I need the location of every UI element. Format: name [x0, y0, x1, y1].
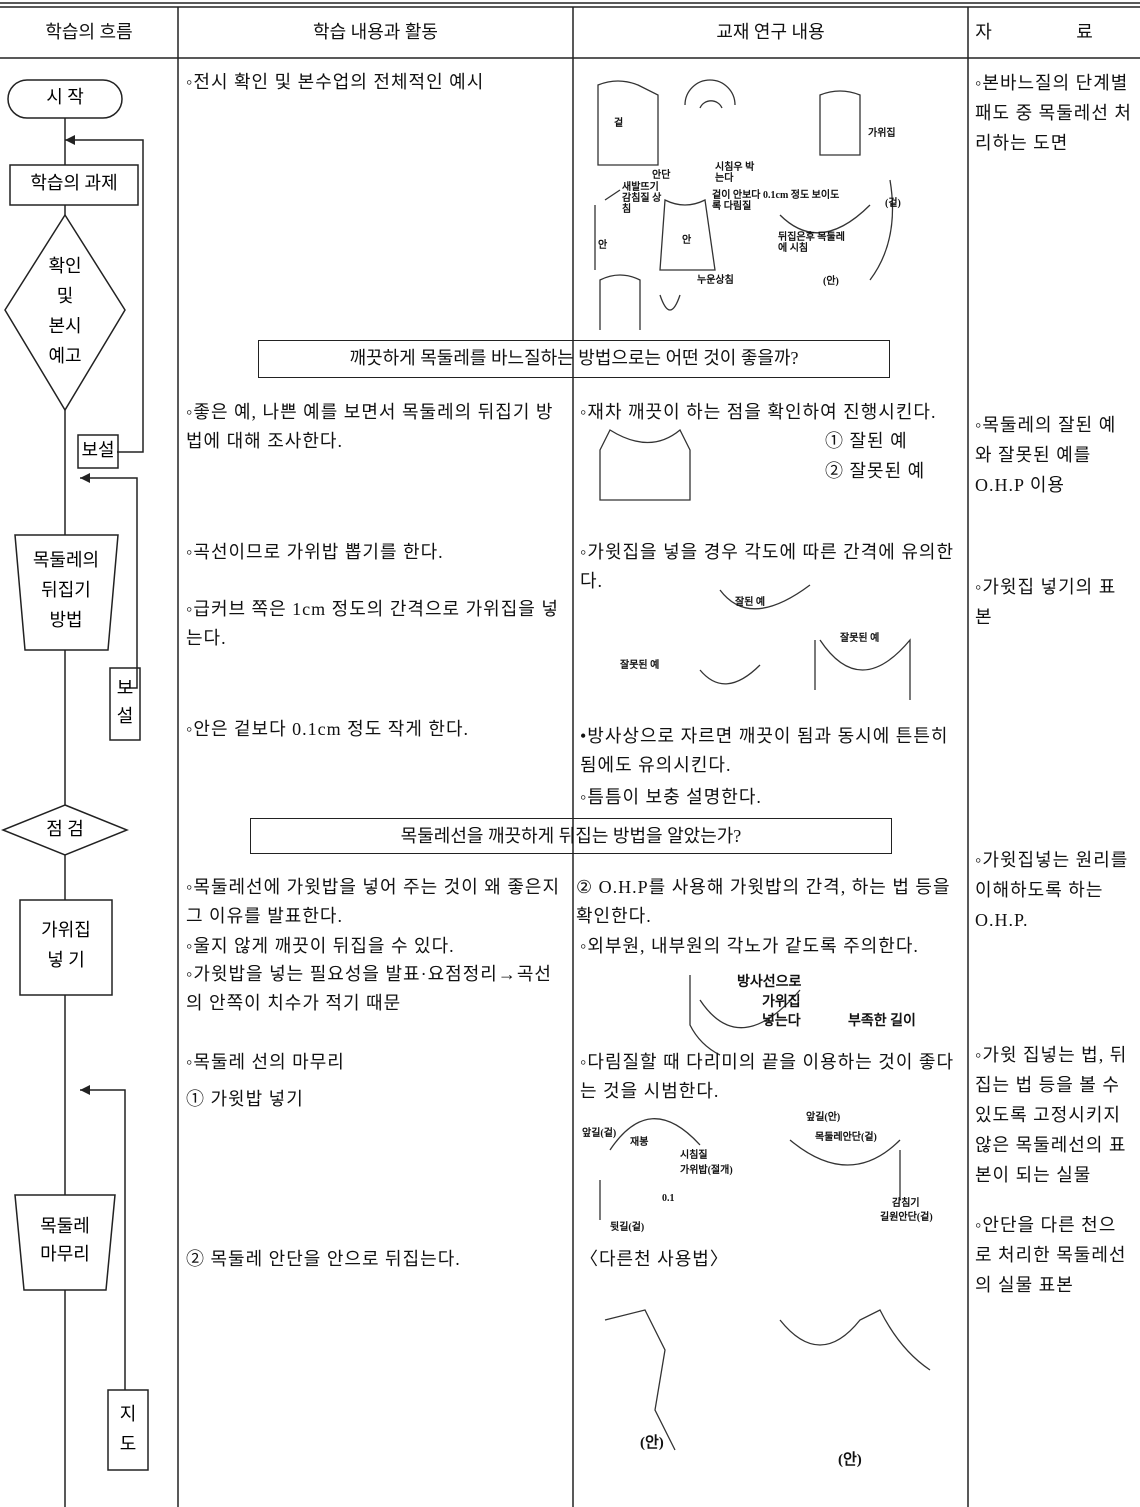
figure-label: 감침기 — [892, 1198, 920, 1209]
figure-label: 재봉 — [630, 1137, 649, 1148]
figure-label: 안 — [598, 240, 608, 251]
activity: ◦좋은 예, 나쁜 예를 보면서 목둘레의 뒤집기 방법에 대해 조사한다. — [186, 402, 554, 451]
flow-supplement: 설 — [117, 706, 134, 726]
figure-label: 가위집 — [868, 128, 896, 139]
flow-supplement: 보설 — [81, 440, 114, 460]
research: ◦재차 깨끗이 하는 점을 확인하여 진행시킨다. — [580, 402, 937, 422]
figure-label: 잘된 예 — [735, 597, 766, 608]
figure-label: 안단 — [652, 170, 671, 181]
header-cell: 자 료 — [975, 22, 1133, 42]
figure-label: 앞길(겉) — [582, 1128, 617, 1139]
question: 목둘레선을 깨끗하게 뒤집는 방법을 알았는가? — [250, 818, 892, 854]
material: ◦목둘레의 잘된 예와 잘못된 예를 O.H.P 이용 — [975, 415, 1117, 495]
material: ◦안단을 다른 천으로 처리한 목둘레선의 실물 표본 — [975, 1215, 1127, 1295]
figure-label: (안) — [640, 1435, 664, 1451]
flow-method: 목둘레의 — [33, 550, 99, 570]
sketches — [594, 79, 931, 1451]
research: ◦가윗집을 넣을 경우 각도에 따른 간격에 유의한다. — [580, 542, 955, 591]
flow-finish: 목둘레 — [40, 1216, 90, 1236]
material: ◦가윗 집넣는 법, 뒤집는 법 등을 볼 수 있도록 고정시키지 않은 목둘레… — [975, 1045, 1128, 1185]
header-cell: 학습의 흐름 — [45, 22, 133, 42]
figure-label: (안) — [838, 1452, 862, 1468]
figure-label: 잘못된 예 — [620, 660, 660, 671]
activity: ◦목둘레 선의 마무리 — [186, 1052, 345, 1072]
flow-preview: 확인 — [48, 256, 81, 276]
figure-label: 겉이 안보다 0.1cm 정도 보이도록 다림질 — [712, 190, 840, 212]
figure-label: 잘못된 예 — [840, 633, 880, 644]
figure-label: 누운상침 — [697, 275, 734, 286]
flow-finish: 마무리 — [40, 1244, 90, 1264]
figure-label: 넣는다 — [762, 1014, 801, 1029]
figure-label: 시침질 — [680, 1150, 708, 1161]
activity: ① 가윗밥 넣기 — [186, 1089, 304, 1109]
figure-label: 새발뜨기 감침질 상침 — [622, 182, 662, 215]
material: ◦본바느질의 단계별 패도 중 목둘레선 처리하는 도면 — [975, 73, 1132, 153]
research: ② 잘못된 예 — [825, 461, 926, 481]
flow-start: 시 작 — [46, 87, 84, 107]
figure-label: 목둘레안단(겉) — [815, 1132, 877, 1143]
activity: ② 목둘레 안단을 안으로 뒤집는다. — [186, 1249, 461, 1269]
research: ◦다림질할 때 다리미의 끝을 이용하는 것이 좋다는 것을 시범한다. — [580, 1052, 955, 1101]
figure-label: 0.1 — [662, 1193, 675, 1204]
research: ◦틈틈이 보충 설명한다. — [580, 787, 762, 807]
activity: ◦전시 확인 및 본수업의 전체적인 예시 — [186, 72, 485, 92]
research: ◦외부원, 내부원의 각노가 같도록 주의한다. — [580, 936, 919, 956]
figure-label: 가위밥(절개) — [680, 1165, 733, 1176]
flow-preview: 예고 — [48, 346, 81, 366]
figure-label: 뒷길(겉) — [610, 1222, 645, 1233]
material: ◦가윗집넣는 원리를 이해하도록 하는 O.H.P. — [975, 850, 1129, 930]
figure-label: 가위집 — [762, 995, 801, 1010]
flow-guide: 도 — [120, 1434, 137, 1454]
figure-label: 안 — [682, 235, 692, 246]
activity: ◦가윗밥을 넣는 필요성을 발표·요점정리→곡선의 안쪽이 치수가 적기 때문 — [186, 964, 552, 1013]
flow-preview: 및 — [57, 286, 74, 306]
research: •방사상으로 자르면 깨끗이 됨과 동시에 튼튼히 됨에도 유의시킨다. — [580, 726, 949, 775]
flow-notch: 넣 기 — [47, 950, 85, 970]
flow-notch: 가위집 — [41, 920, 91, 940]
research: ① 잘된 예 — [825, 431, 908, 451]
flow-supplement: 보 — [117, 678, 134, 698]
header-cell: 학습 내용과 활동 — [313, 22, 438, 42]
activity: ◦곡선이므로 가위밥 뽑기를 한다. — [186, 542, 444, 562]
flow-task: 학습의 과제 — [30, 173, 117, 193]
question: 깨끗하게 목둘레를 바느질하는 방법으로는 어떤 것이 좋을까? — [258, 340, 890, 378]
material: ◦가윗집 넣기의 표본 — [975, 577, 1117, 627]
figure-label: 방사선으로 — [737, 975, 802, 990]
research: ② O.H.P를 사용해 가윗밥의 간격, 하는 법 등을 확인한다. — [576, 877, 951, 926]
header-cell: 교재 연구 내용 — [716, 22, 825, 42]
figure-label: 부족한 길이 — [848, 1014, 916, 1029]
figure-label: 겉 — [614, 118, 624, 129]
activity: ◦안은 겉보다 0.1cm 정도 작게 한다. — [186, 719, 470, 739]
flow-preview: 본시 — [48, 316, 81, 336]
flow-guide: 지 — [120, 1404, 137, 1424]
activity: ◦목둘레선에 가윗밥을 넣어 주는 것이 왜 좋은지 그 이유를 발표한다. — [186, 877, 561, 926]
figure-label: (겉) — [885, 198, 901, 209]
flow-check: 점 검 — [46, 819, 84, 839]
activity: ◦급커브 쪽은 1cm 정도의 간격으로 가위집을 넣는다. — [186, 599, 559, 648]
figure-label: 시침우 박는다 — [715, 162, 755, 184]
figure-label: 길원안단(겉) — [880, 1212, 933, 1223]
figure-label: 앞길(안) — [806, 1112, 841, 1123]
figure-label: (안) — [823, 276, 839, 287]
research: 〈다른천 사용법〉 — [580, 1249, 729, 1269]
flow-method: 방법 — [49, 610, 82, 630]
figure-label: 뒤집은후 목둘레에 시침 — [778, 232, 845, 254]
activity: ◦울지 않게 깨끗이 뒤집을 수 있다. — [186, 936, 455, 956]
flow-method: 뒤집기 — [41, 580, 91, 600]
